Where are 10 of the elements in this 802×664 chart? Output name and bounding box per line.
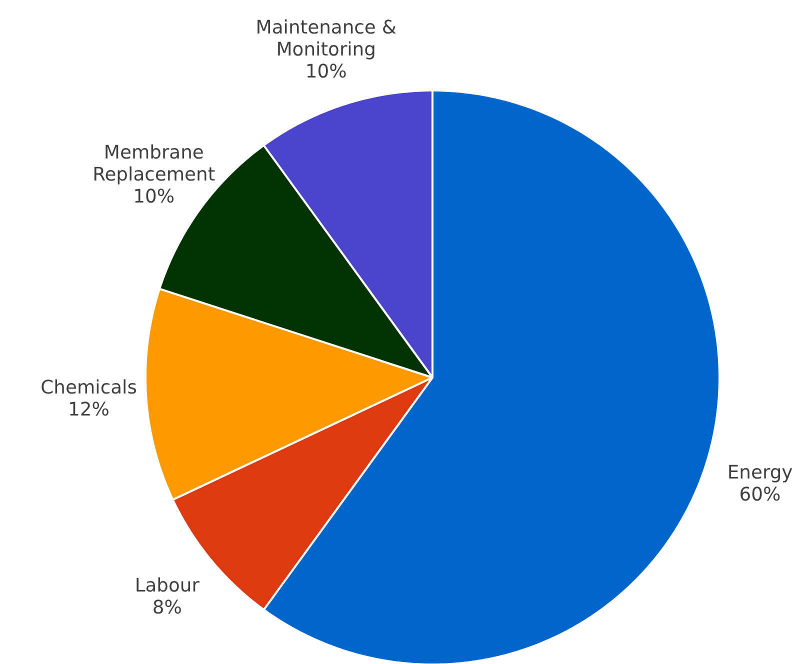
data-label: 8% xyxy=(152,598,182,619)
data-label: 60% xyxy=(739,484,781,506)
data-label: 12% xyxy=(68,400,110,421)
data-label: 10% xyxy=(305,61,347,82)
slice-label: Energy xyxy=(727,462,793,484)
slice-label: Chemicals xyxy=(40,378,137,399)
data-label: 10% xyxy=(133,186,175,208)
slice-label: Maintenance & Monitoring xyxy=(256,17,396,60)
slice-label: Labour xyxy=(134,576,200,597)
slice-label: Membrane Replacement xyxy=(92,142,216,186)
